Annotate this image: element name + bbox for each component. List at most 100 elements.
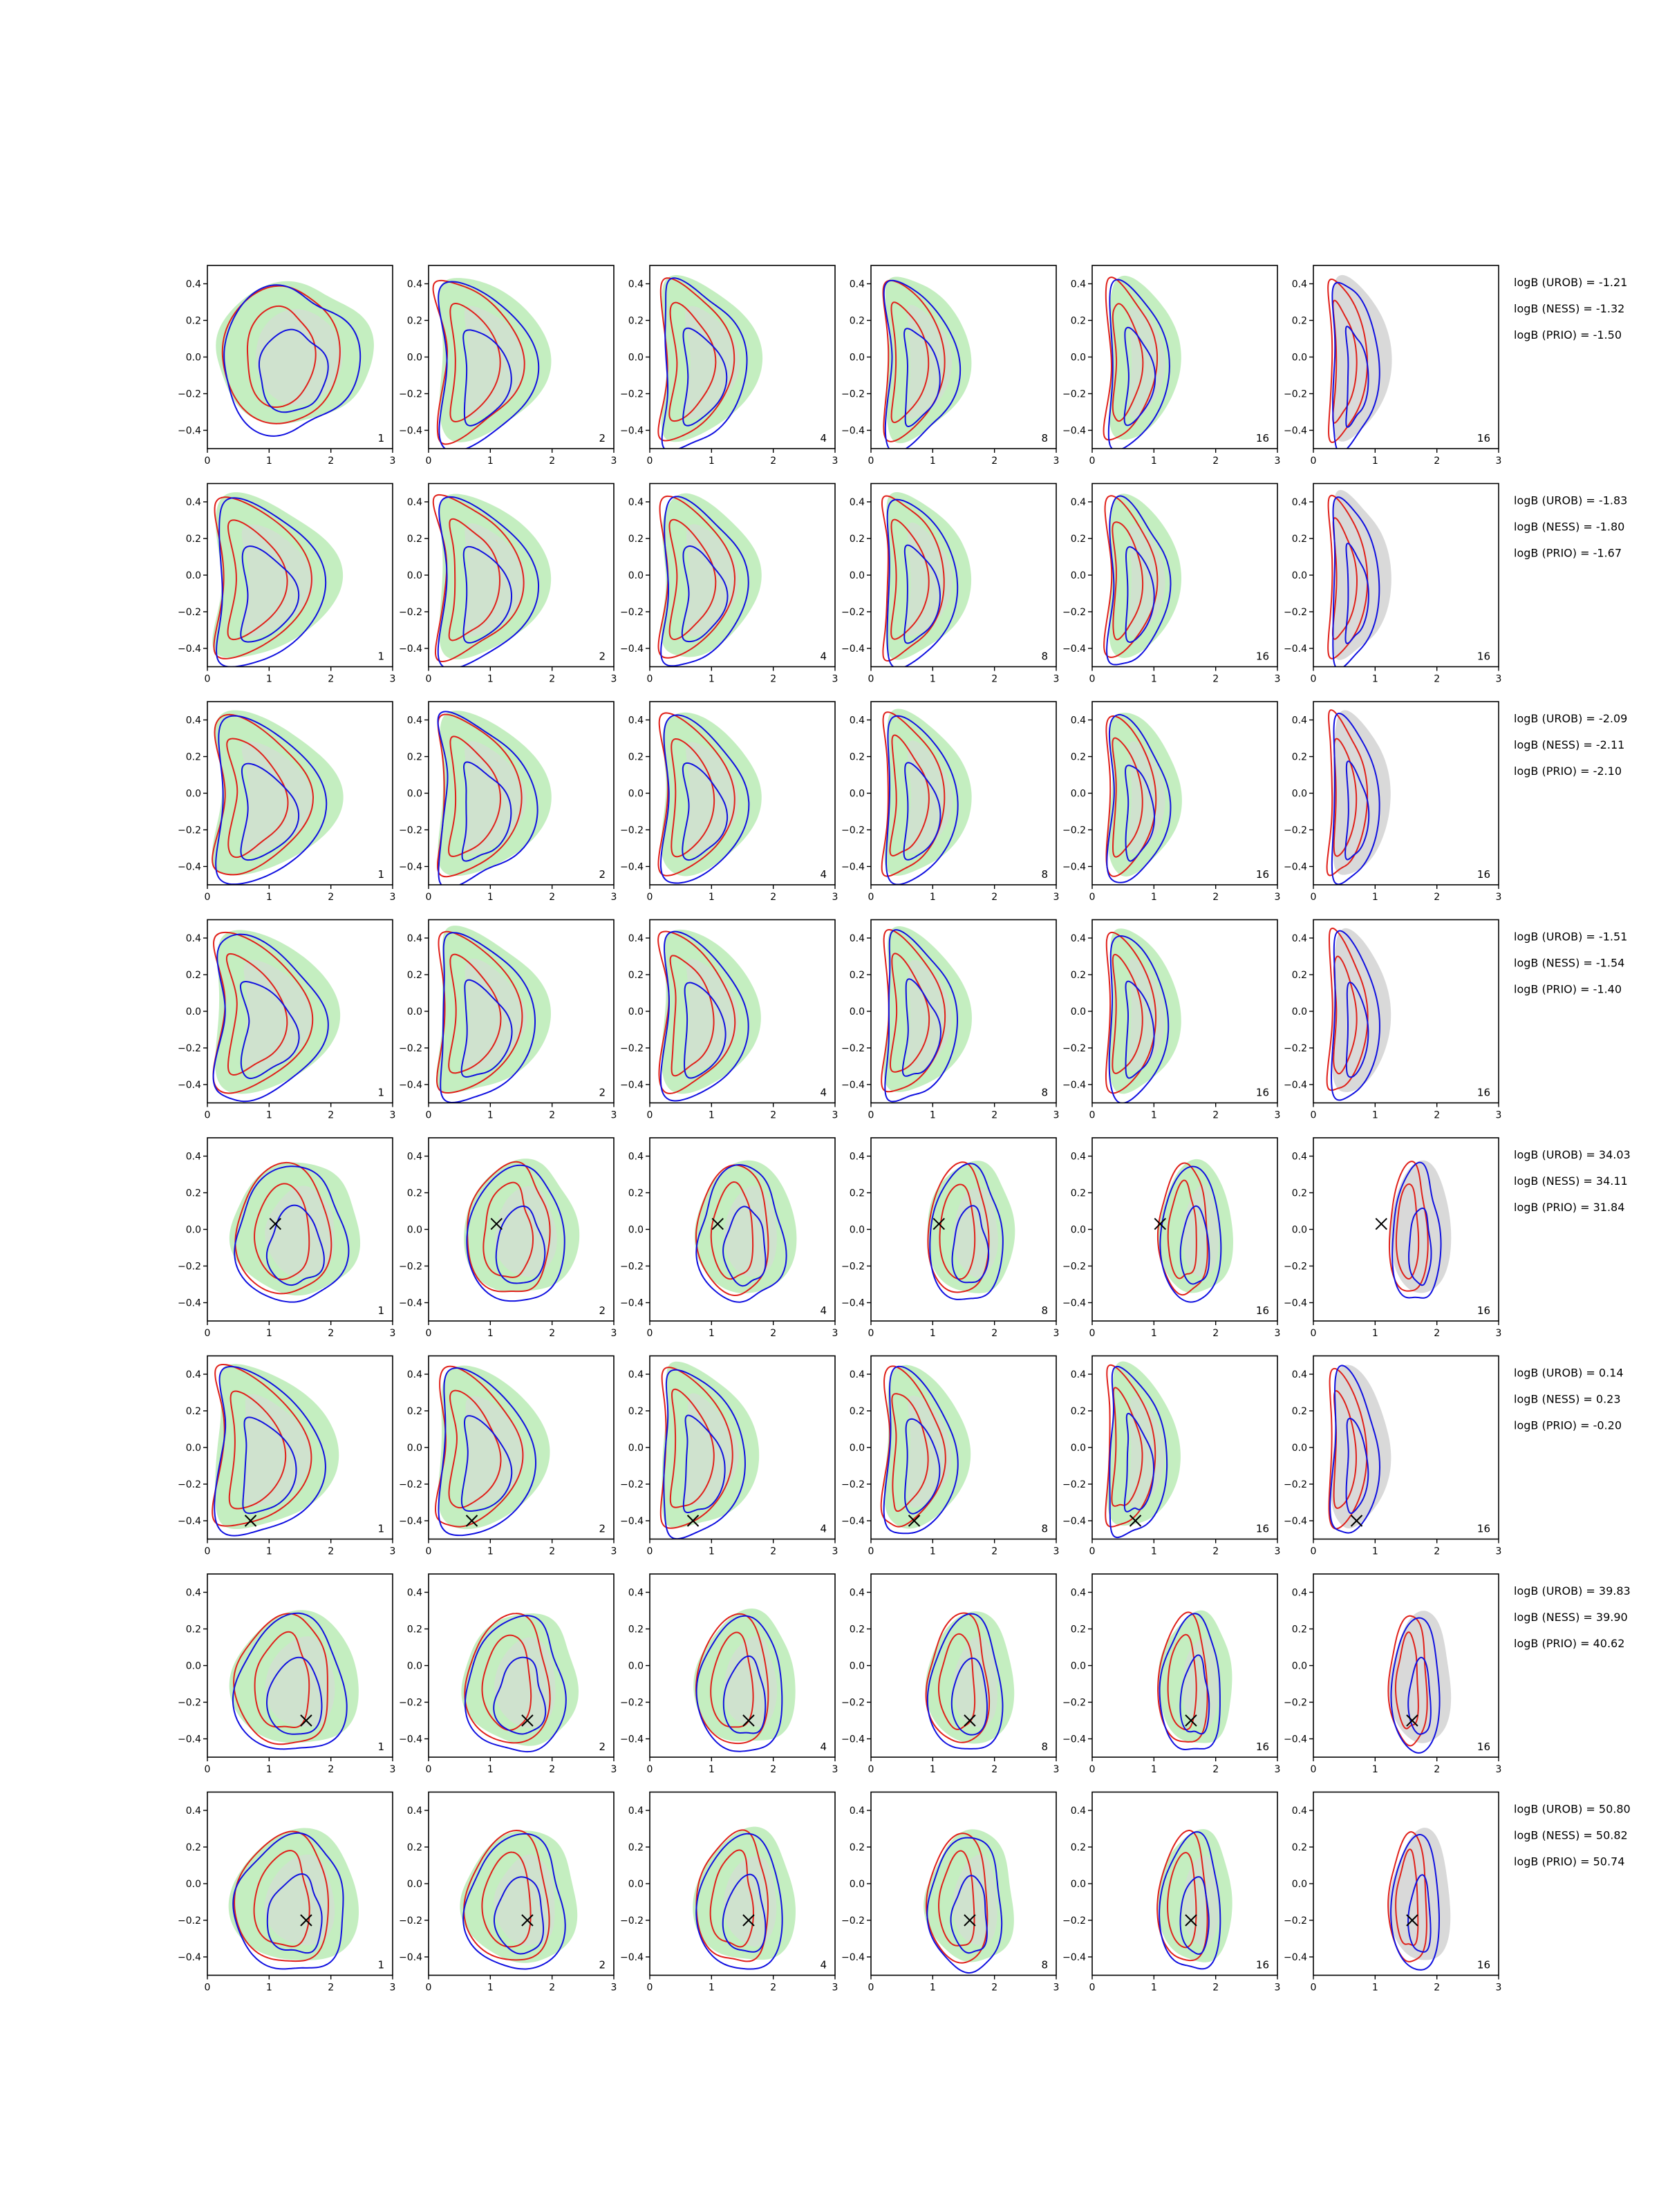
y-tick-label: 0.0	[1071, 353, 1086, 364]
x-tick-label: 0	[647, 1546, 653, 1557]
panel-r7-c4: 0 1 2 3 0.4 0.2 0.0 −0.2 −0.4 8	[841, 1573, 1059, 1775]
x-tick-label: 1	[930, 1546, 936, 1557]
y-tick-label: 0.2	[1071, 316, 1086, 327]
x-tick-label: 3	[390, 456, 396, 467]
y-tick-label: −0.4	[841, 1952, 865, 1963]
x-tick-label: 1	[709, 1764, 715, 1775]
red-inner-contour	[669, 1388, 715, 1508]
logb-urob-label: logB (UROB) = -2.09	[1514, 712, 1627, 725]
y-tick-label: 0.2	[186, 1842, 201, 1853]
blue-outer-contour	[223, 284, 362, 437]
y-tick-label: 0.0	[186, 789, 201, 800]
x-tick-label: 1	[266, 456, 272, 467]
y-tick-label: 0.0	[628, 789, 644, 800]
x-tick-label: 3	[1053, 674, 1060, 685]
true-value-marker	[521, 1714, 534, 1727]
panel-count-label: 16	[1477, 1087, 1490, 1099]
red-inner-contour	[225, 953, 288, 1076]
panel-contours	[1387, 1611, 1452, 1754]
panel-contours	[212, 710, 344, 885]
y-tick-label: 0.0	[186, 570, 201, 581]
red-outer-contour	[1103, 276, 1159, 441]
y-tick-label: −0.4	[1284, 862, 1307, 873]
y-tick-label: 0.4	[628, 1806, 644, 1817]
x-tick-label: 1	[1372, 674, 1378, 685]
blue-inner-contour	[1179, 1654, 1210, 1735]
inner-density-fill	[242, 1394, 312, 1507]
panel-contours	[881, 492, 972, 667]
x-tick-label: 2	[770, 892, 776, 903]
panel-r2-c1: 0 1 2 3 0.4 0.2 0.0 −0.2 −0.4 1	[178, 482, 395, 685]
x-tick-label: 1	[930, 674, 936, 685]
x-tick-label: 3	[1275, 1110, 1281, 1121]
panel-count-label: 1	[377, 1304, 384, 1317]
true-value-marker	[686, 1515, 700, 1527]
y-tick-label: −0.2	[1284, 1262, 1307, 1273]
panel-r5-c2: 0 1 2 30.40.20.0−0.2−0.42	[399, 1137, 617, 1339]
red-outer-contour	[882, 279, 946, 442]
red-outer-contour	[432, 494, 525, 662]
red-outer-contour	[1326, 927, 1369, 1091]
blue-inner-contour	[1125, 980, 1155, 1079]
y-tick-label: −0.4	[178, 862, 201, 873]
panel-count-label: 4	[820, 1304, 827, 1317]
y-tick-label: 0.2	[628, 752, 644, 763]
red-outer-contour	[234, 1161, 332, 1295]
logb-prio-label: logB (PRIO) = -1.67	[1514, 547, 1622, 560]
blue-inner-contour	[265, 1656, 323, 1735]
x-tick-label: 2	[1434, 456, 1440, 467]
y-tick-label: 0.0	[186, 1443, 201, 1454]
blue-outer-contour	[1159, 1831, 1221, 1970]
true-value-marker	[1406, 1714, 1418, 1727]
panel-contours	[464, 1159, 580, 1302]
y-tick-label: 0.2	[1071, 1188, 1086, 1199]
red-outer-contour	[695, 1829, 769, 1962]
panel-contours	[461, 1613, 579, 1753]
y-tick-label: 0.2	[628, 1188, 644, 1199]
y-tick-label: 0.4	[628, 933, 644, 944]
x-tick-label: 0	[647, 1110, 653, 1121]
x-tick-label: 1	[487, 892, 494, 903]
y-tick-label: −0.2	[620, 1698, 644, 1709]
y-tick-label: −0.2	[178, 1262, 201, 1273]
y-tick-label: 0.0	[850, 1879, 865, 1890]
red-outer-contour	[657, 712, 735, 877]
x-tick-label: 2	[1434, 1110, 1440, 1121]
x-tick-label: 2	[1212, 1328, 1219, 1339]
true-value-marker	[490, 1217, 503, 1230]
panel-contours	[693, 1608, 796, 1752]
red-outer-contour	[1103, 495, 1159, 658]
y-tick-label: −0.2	[841, 1043, 865, 1054]
y-tick-label: 0.0	[1071, 1225, 1086, 1236]
x-tick-label: 0	[1089, 1328, 1096, 1339]
red-inner-contour	[228, 1390, 287, 1510]
y-tick-label: 0.4	[407, 933, 422, 944]
y-tick-label: −0.4	[399, 1080, 422, 1091]
logb-prio-label: logB (PRIO) = 40.62	[1514, 1637, 1624, 1650]
x-tick-label: 1	[709, 1328, 715, 1339]
x-tick-label: 1	[1372, 1328, 1378, 1339]
y-tick-label: 0.2	[850, 1406, 865, 1417]
x-tick-label: 1	[709, 674, 715, 685]
panel-count-label: 16	[1477, 1304, 1490, 1317]
x-tick-label: 0	[1089, 1983, 1096, 1994]
y-tick-label: −0.2	[841, 1698, 865, 1709]
y-tick-label: −0.2	[1062, 1479, 1086, 1490]
x-tick-label: 1	[709, 456, 715, 467]
x-tick-label: 0	[205, 1983, 211, 1994]
x-tick-label: 0	[1311, 1546, 1317, 1557]
inner-density-fill	[241, 741, 314, 855]
red-inner-contour	[710, 1181, 754, 1280]
y-tick-label: −0.2	[1062, 825, 1086, 836]
panel-contours	[460, 1829, 578, 1970]
red-inner-contour	[246, 305, 317, 409]
red-outer-contour	[927, 1161, 990, 1293]
x-tick-label: 3	[611, 1546, 617, 1557]
blue-outer-contour	[1331, 281, 1380, 449]
panel-r3-c3: 0 1 2 3 0.4 0.2 0.0 −0.2 −0.4 4	[620, 701, 838, 903]
panel-r1-c1: 0 1 2 3 0.4 0.2 0.0 −0.2 −0.4 1	[178, 265, 395, 467]
blue-inner-contour	[240, 762, 300, 861]
y-tick-label: 0.2	[1292, 316, 1307, 327]
panel-count-label: 4	[820, 1523, 827, 1535]
inner-density-fill	[464, 306, 526, 420]
